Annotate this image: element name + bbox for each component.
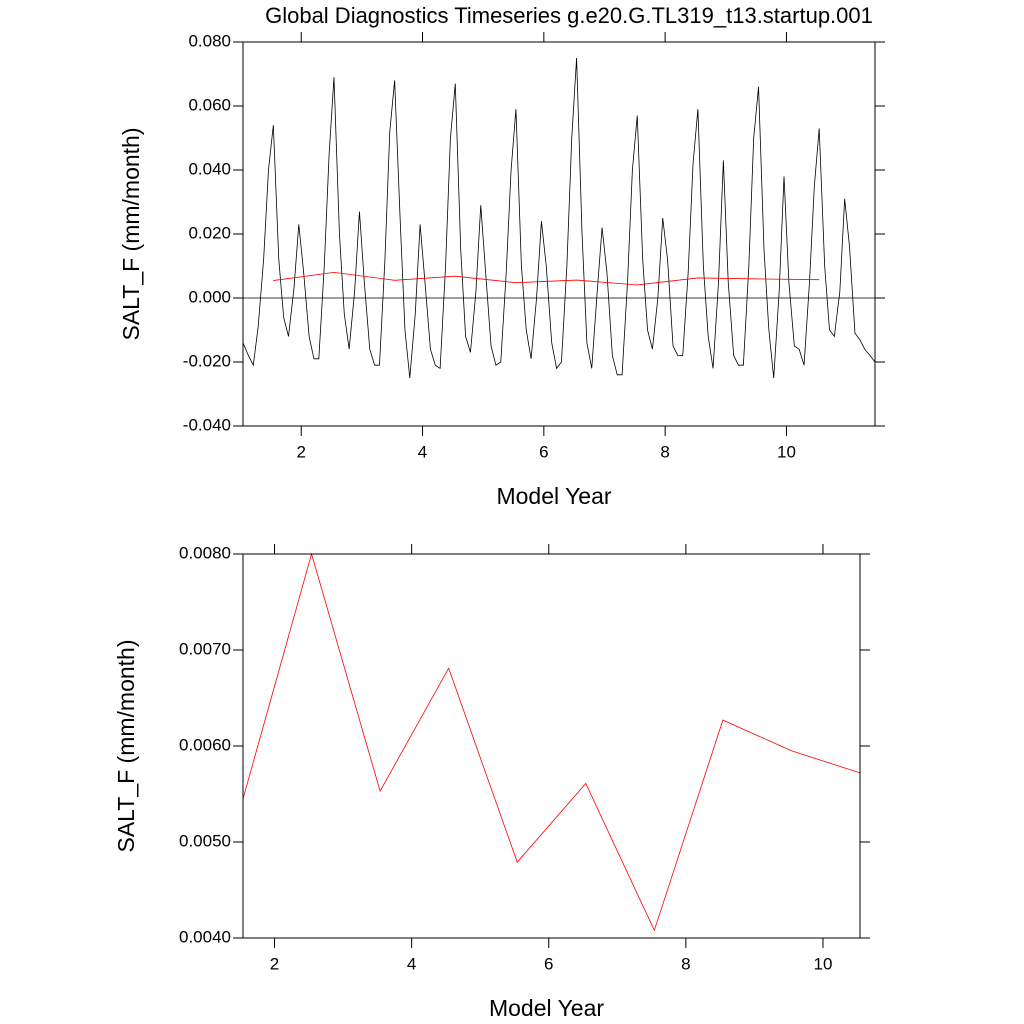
plot: Model Year SALT_F (mm/month) 0.0040 0.0050 0… bbox=[113, 543, 870, 1021]
x-tick-label: 4 bbox=[407, 954, 416, 973]
y-tick-label: 0.060 bbox=[188, 95, 231, 114]
y-tick-label: 0.0060 bbox=[179, 735, 231, 754]
data-line bbox=[273, 271, 820, 286]
plot-frame bbox=[242, 553, 861, 939]
x-tick-label: 10 bbox=[777, 442, 796, 461]
x-axis-label: Model Year bbox=[489, 995, 604, 1021]
y-tick-label: 0.0070 bbox=[179, 639, 231, 658]
y-tick-label: 0.040 bbox=[188, 159, 231, 178]
x-tick-label: 6 bbox=[544, 954, 553, 973]
x-tick-label: 2 bbox=[296, 442, 305, 461]
y-tick-label: 0.080 bbox=[188, 31, 231, 50]
y-tick-label: -0.020 bbox=[183, 351, 231, 370]
x-tick-label: 8 bbox=[681, 954, 690, 973]
y-axis-label: SALT_F (mm/month) bbox=[118, 128, 144, 341]
y-tick-label: 0.0050 bbox=[179, 831, 231, 850]
y-tick-label: 0.0040 bbox=[179, 927, 231, 946]
y-axis-label: SALT_F (mm/month) bbox=[113, 640, 139, 853]
y-tick-label: -0.040 bbox=[183, 415, 231, 434]
x-tick-label: 10 bbox=[814, 954, 833, 973]
x-tick-label: 2 bbox=[270, 954, 279, 973]
data-line bbox=[242, 552, 861, 932]
data-line bbox=[242, 57, 876, 379]
y-tick-label: 0.000 bbox=[188, 287, 231, 306]
x-tick-label: 6 bbox=[539, 442, 548, 461]
y-tick-label: 0.0080 bbox=[179, 543, 231, 562]
x-axis-label: Model Year bbox=[496, 483, 611, 509]
plot-frame bbox=[242, 41, 876, 427]
plot: Global Diagnostics Timeseries g.e20.G.TL… bbox=[118, 3, 885, 509]
x-tick-label: 8 bbox=[660, 442, 669, 461]
chart-title: Global Diagnostics Timeseries g.e20.G.TL… bbox=[265, 3, 873, 28]
y-tick-label: 0.020 bbox=[188, 223, 231, 242]
x-tick-label: 4 bbox=[418, 442, 427, 461]
